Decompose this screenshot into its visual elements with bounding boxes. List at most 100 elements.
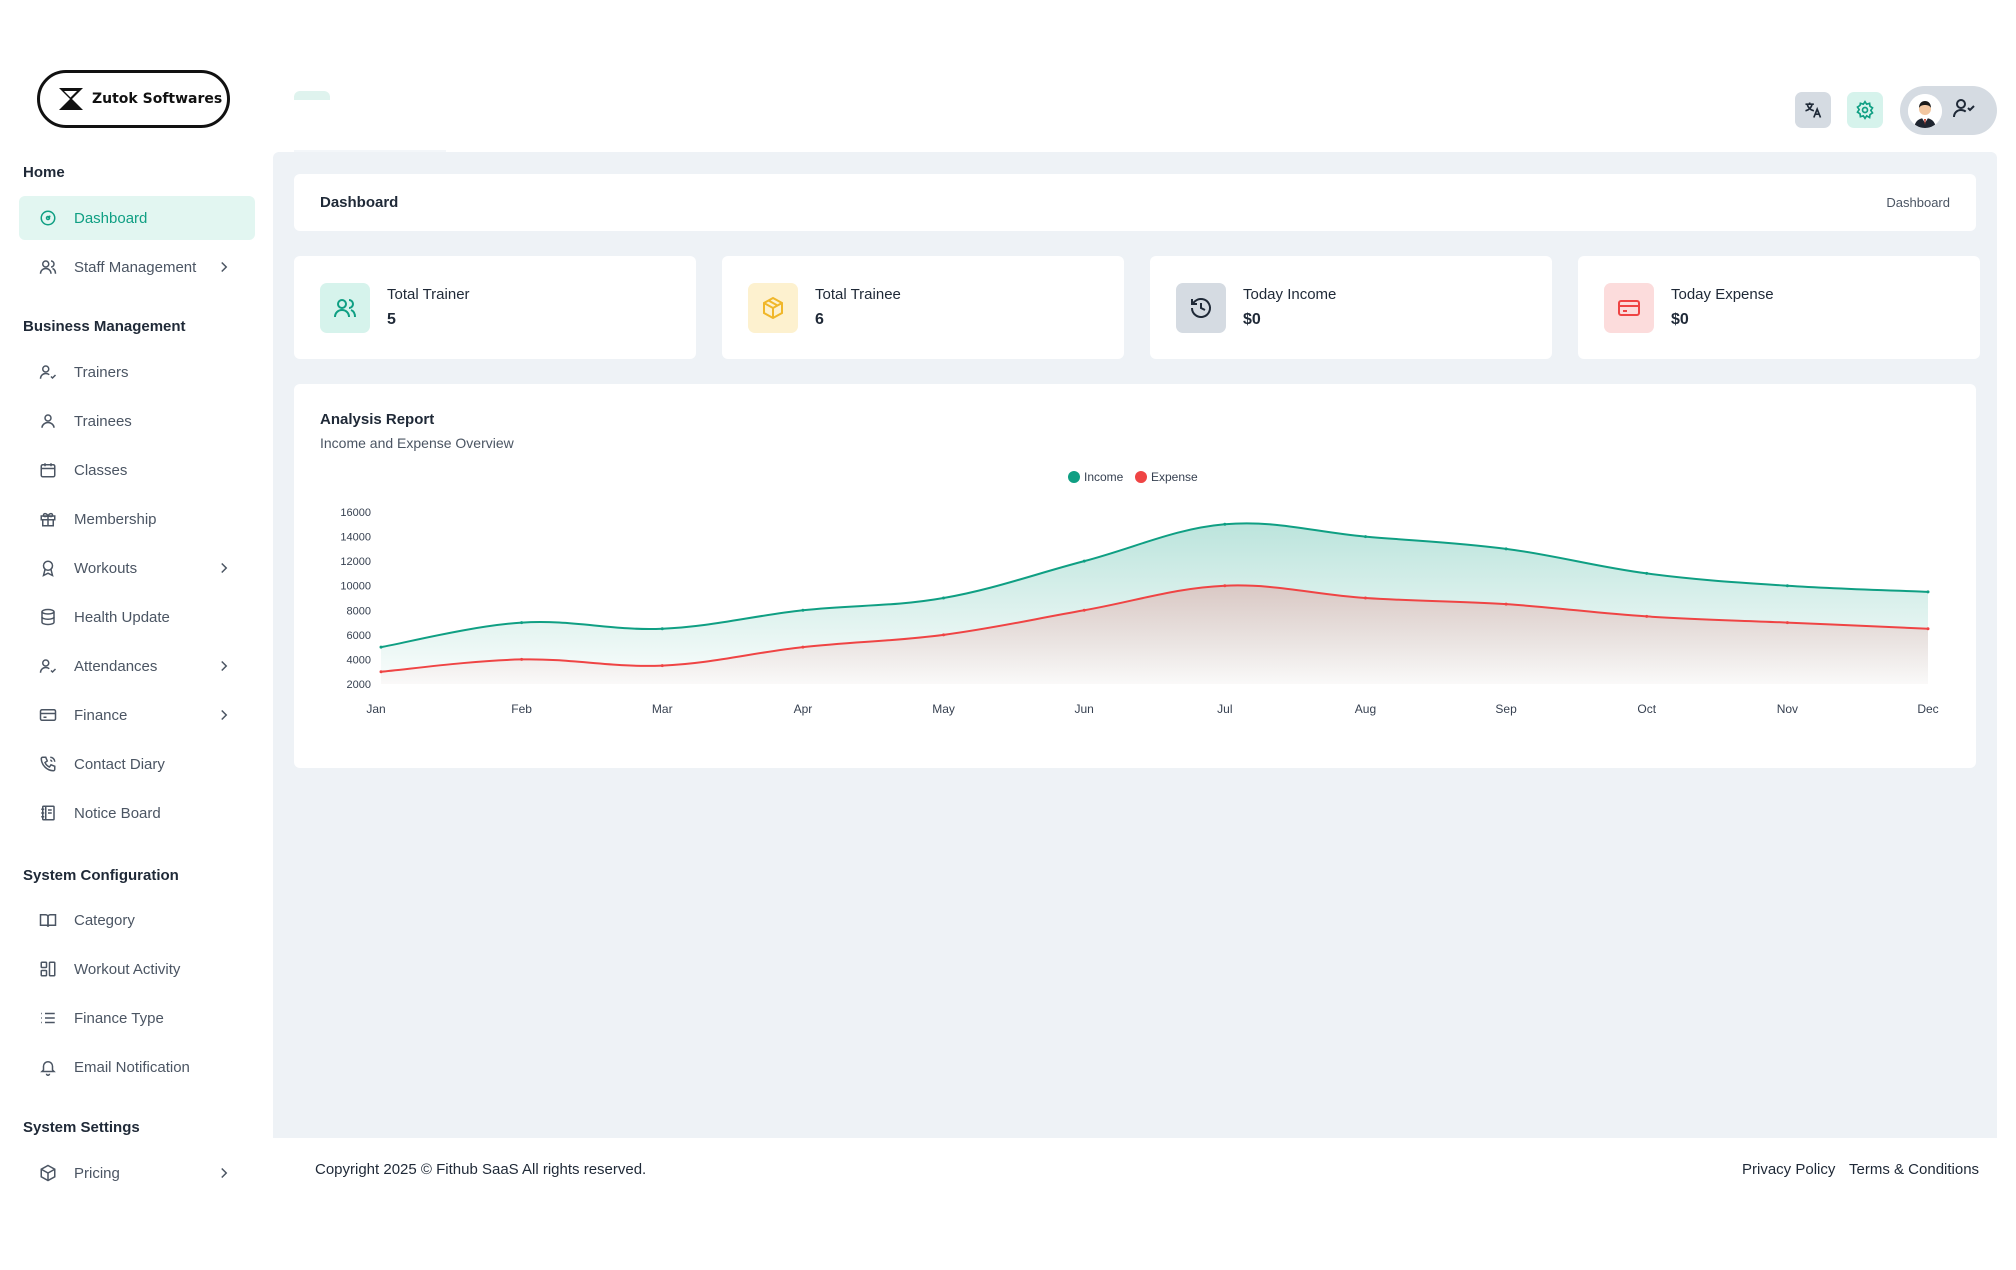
breadcrumb-current[interactable]: Dashboard (1886, 195, 1950, 210)
sidebar-item-workout-activity[interactable]: Workout Activity (19, 947, 255, 991)
sidebar-item-label: Membership (74, 510, 157, 528)
chart-title: Analysis Report (320, 411, 435, 428)
legend-marker[interactable] (1068, 471, 1080, 483)
profile-menu[interactable] (1900, 86, 1997, 135)
sidebar-item-staff-management[interactable]: Staff Management (19, 245, 255, 289)
sidebar-item-membership[interactable]: Membership (19, 497, 255, 541)
data-point[interactable] (1645, 614, 1649, 618)
legend-label[interactable]: Expense (1151, 470, 1198, 484)
sidebar-item-notice-board[interactable]: Notice Board (19, 791, 255, 835)
data-point[interactable] (1223, 584, 1227, 588)
legend-label[interactable]: Income (1084, 470, 1124, 484)
sidebar-item-label: Category (74, 911, 135, 929)
x-tick-label: Sep (1495, 702, 1517, 716)
header-tab-indicator[interactable] (294, 91, 330, 100)
privacy-policy-link[interactable]: Privacy Policy (1742, 1161, 1836, 1178)
breadcrumb: Dashboard Dashboard (294, 174, 1976, 231)
gift-icon (39, 510, 57, 528)
brand-logo[interactable]: Zutok Softwares (37, 70, 230, 128)
sidebar-item-health-update[interactable]: Health Update (19, 595, 255, 639)
logo-icon (59, 88, 83, 110)
user-check-icon (39, 657, 57, 675)
sidebar-item-email-notification[interactable]: Email Notification (19, 1045, 255, 1089)
series-line-expense (380, 584, 1929, 673)
sidebar-item-category[interactable]: Category (19, 898, 255, 942)
user-check-icon (1952, 96, 1976, 125)
section-title-system-config: System Configuration (23, 867, 179, 884)
settings-button[interactable] (1847, 92, 1883, 128)
page-title: Dashboard (320, 194, 399, 211)
data-point[interactable] (379, 645, 383, 649)
stat-card-today-income: Today Income $0 (1150, 256, 1552, 359)
translate-icon (1805, 102, 1822, 118)
list-icon (39, 1009, 57, 1027)
data-point[interactable] (1223, 522, 1227, 526)
stat-card-today-expense: Today Expense $0 (1578, 256, 1980, 359)
data-point[interactable] (1504, 547, 1508, 551)
stat-icon-bg (320, 282, 370, 333)
sidebar-item-trainers[interactable]: Trainers (19, 350, 255, 394)
stat-value: $0 (1671, 311, 1689, 328)
sidebar-item-finance[interactable]: Finance (19, 693, 255, 737)
x-tick-label: Apr (794, 702, 813, 716)
x-tick-label: Feb (511, 702, 532, 716)
chevron-right-icon (221, 261, 228, 273)
sidebar: Zutok Softwares Home Dashboard Staff Man… (0, 0, 272, 1270)
sidebar-item-workouts[interactable]: Workouts (19, 546, 255, 590)
language-button[interactable] (1795, 92, 1831, 128)
data-point[interactable] (1926, 627, 1930, 631)
sidebar-item-label: Contact Diary (74, 755, 165, 773)
data-point[interactable] (1082, 559, 1086, 563)
sidebar-item-contact-diary[interactable]: Contact Diary (19, 742, 255, 786)
sidebar-item-attendances[interactable]: Attendances (19, 644, 255, 688)
x-tick-label: Dec (1917, 702, 1938, 716)
terms-conditions-link[interactable]: Terms & Conditions (1849, 1161, 1980, 1178)
section-title-business: Business Management (23, 318, 186, 335)
legend-marker[interactable] (1135, 471, 1147, 483)
data-point[interactable] (379, 670, 383, 674)
data-point[interactable] (1645, 571, 1649, 575)
data-point[interactable] (1082, 608, 1086, 612)
y-tick-label: 16000 (340, 507, 371, 519)
sidebar-item-label: Health Update (74, 608, 170, 626)
x-tick-label: Jan (366, 702, 385, 716)
data-point[interactable] (1785, 621, 1789, 625)
footer-copyright: Copyright 2025 © Fithub SaaS All rights … (315, 1161, 647, 1178)
sidebar-item-finance-type[interactable]: Finance Type (19, 996, 255, 1040)
user-icon (39, 412, 57, 430)
chevron-right-icon (221, 709, 228, 721)
data-point[interactable] (801, 645, 805, 649)
data-point[interactable] (801, 608, 805, 612)
y-tick-label: 6000 (347, 630, 371, 642)
credit-card-icon (1618, 299, 1640, 316)
users-icon (334, 298, 356, 317)
sidebar-item-label: Notice Board (74, 804, 161, 822)
x-tick-label: May (932, 702, 955, 716)
stat-card-total-trainer: Total Trainer 5 (294, 256, 696, 359)
stat-icon-bg (1604, 282, 1654, 333)
sidebar-item-pricing[interactable]: Pricing (19, 1151, 255, 1195)
data-point[interactable] (660, 664, 664, 668)
data-point[interactable] (942, 633, 946, 637)
sidebar-item-dashboard[interactable]: Dashboard (19, 196, 255, 240)
y-tick-label: 4000 (347, 654, 371, 666)
sidebar-item-trainees[interactable]: Trainees (19, 399, 255, 443)
settings-icon (1856, 100, 1874, 120)
database-icon (39, 608, 57, 626)
x-tick-label: Oct (1637, 702, 1656, 716)
data-point[interactable] (1926, 590, 1930, 594)
analysis-report-card: Income Expense 2000 4000 6000 8000 10000 12000… (294, 384, 1976, 768)
data-point[interactable] (942, 596, 946, 600)
sidebar-item-classes[interactable]: Classes (19, 448, 255, 492)
data-point[interactable] (1504, 602, 1508, 606)
data-point[interactable] (1785, 584, 1789, 588)
user-check-icon (39, 363, 57, 381)
brand-name: Zutok Softwares (92, 91, 223, 107)
data-point[interactable] (1363, 535, 1367, 539)
data-point[interactable] (520, 657, 524, 661)
data-point[interactable] (660, 627, 664, 631)
stat-label: Today Income (1243, 286, 1337, 303)
data-point[interactable] (520, 621, 524, 625)
chevron-right-icon (221, 562, 228, 574)
data-point[interactable] (1363, 596, 1367, 600)
